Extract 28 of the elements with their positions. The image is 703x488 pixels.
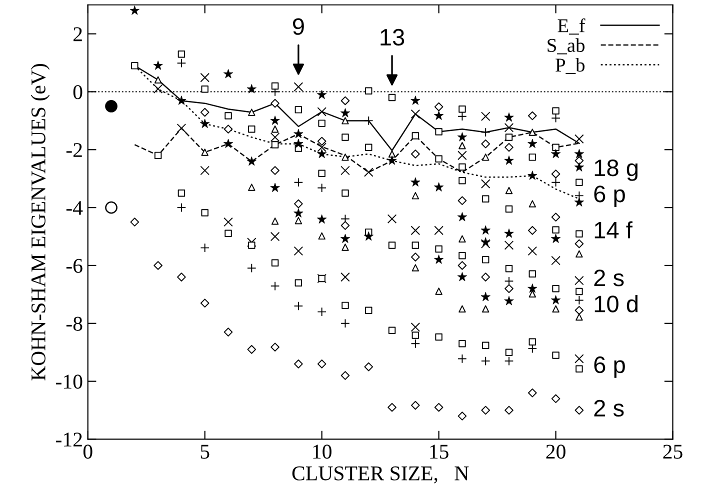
y-tick-label: -10 [56,374,82,389]
y-axis-title: KOHN-SHAM EIGENVALUES (eV) [30,64,50,380]
annotation: 10 d [594,295,638,312]
x-tick-label: 25 [663,444,682,459]
y-tick-label: -6 [66,258,82,273]
annotation: 2 s [594,270,624,286]
legend-label: E_f [558,18,586,35]
x-tick-label: 15 [430,444,448,459]
annotation: 9 [292,18,304,35]
x-tick-label: 5 [200,444,210,459]
y-tick-label: -12 [56,432,82,446]
legend-label: S_ab [548,38,585,54]
x-tick-label: 10 [313,444,332,459]
annotation: 14 f [594,221,632,238]
annotation: 2 s [594,400,624,417]
y-tick-label: 0 [73,85,82,100]
legend-label: P_b [556,58,585,74]
x-tick-label: 0 [83,444,92,459]
annotation: 18 g [594,160,638,181]
y-tick-label: -8 [66,316,82,331]
annotation: 13 [380,28,404,46]
annotation: 6 p [594,356,625,378]
x-axis-title: CLUSTER SIZE, N [292,466,469,484]
y-tick-label: -2 [66,143,82,157]
annotation: 6 p [594,186,625,207]
x-tick-label: 20 [546,444,566,459]
y-tick-label: -4 [66,201,83,215]
y-tick-label: 2 [74,27,82,42]
